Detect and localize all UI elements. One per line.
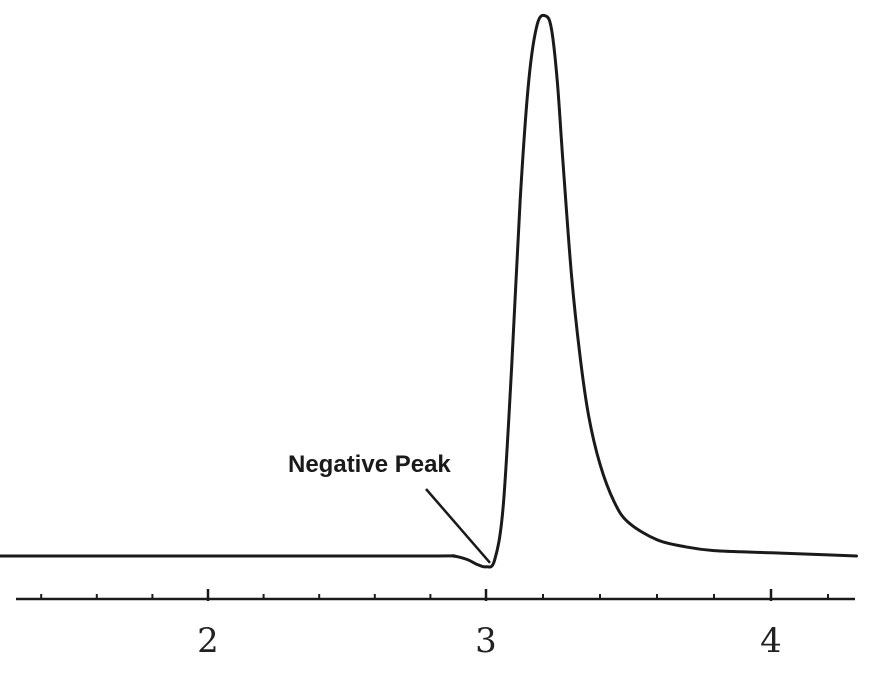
series-line-0 xyxy=(0,13,858,569)
x-tick-label: 2 xyxy=(197,621,219,661)
x-tick-label: 3 xyxy=(475,621,497,661)
annotation-leader-line xyxy=(425,488,491,564)
annotation-layer: Negative Peak xyxy=(288,451,491,564)
x-axis: 2 3 4 xyxy=(16,589,855,661)
series-layer xyxy=(0,13,858,569)
negative-peak-label: Negative Peak xyxy=(288,451,451,478)
x-tick-label: 4 xyxy=(760,621,782,661)
